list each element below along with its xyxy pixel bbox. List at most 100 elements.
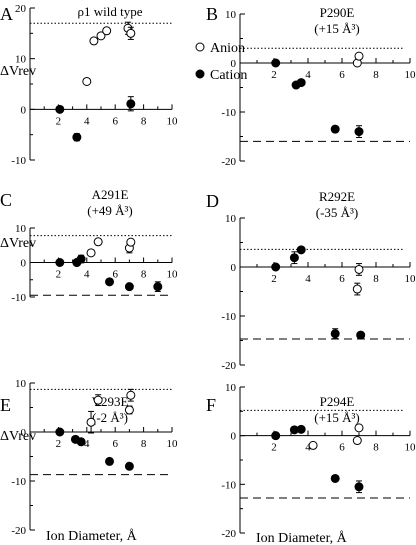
panel-b-cation-point [330,124,340,134]
panel-b-x-tick-label: 10 [405,69,416,81]
panel-e-cation-point [124,461,134,471]
panel-d-cation-point [271,262,281,272]
panel-e-subtitle: (-2 Å³) [92,410,128,425]
panel-b-x-tick-label: 6 [339,69,345,81]
panel-c-x-tick-label: 6 [112,269,118,281]
panel-f-x-tick-label: 4 [305,442,311,454]
panel-e-anion-point [93,395,103,405]
panel-d-y-tick-label: 0 [231,262,237,274]
panel-c-cation-point [76,254,86,264]
panel-a-anion-point [89,36,99,46]
panel-c-cation-point [55,258,65,267]
panel-a-x-tick-label: 4 [84,115,90,127]
panel-b-y-tick-label: 10 [225,9,237,21]
panel-a-x-tick-label: 10 [167,115,179,127]
panel-c-letter: C [0,190,12,210]
panel-a-letter: A [0,4,13,24]
panel-f-x-tick-label: 6 [339,442,345,454]
panel-d-subtitle: (-35 Å³) [316,205,359,220]
panel-c-anion-point [93,237,103,247]
panel-a-x-tick-label: 2 [56,115,62,127]
panel-f-y-tick-label: 0 [231,431,237,443]
panel-e-x-tick-label: 4 [84,438,90,450]
panel-d-cation-point [296,245,306,255]
panel-b-y-tick-label: -10 [221,107,236,119]
panel-f-x-tick-label: 10 [405,442,416,454]
x-axis-label-right: Ion Diameter, Å [256,530,348,545]
panel-b-cation-point [271,58,281,68]
panel-a-anion-point [126,28,136,38]
panel-f-anion-point [354,423,364,433]
panel-a-y-tick-label: -10 [11,155,26,167]
panel-a-x-tick-label: 6 [112,115,118,127]
panel-a-anion-point [82,76,92,86]
panel-d-letter: D [206,191,219,211]
panel-c-cation-point [153,282,163,292]
panel-d-cation-point [289,253,299,263]
panel-d-cation-point [356,330,366,340]
panel-e-y-tick-label: 10 [15,378,27,390]
y-axis-label-top: ΔVrev [0,64,36,79]
panel-f-anion-point [308,440,318,450]
panel-f-subtitle: (+15 Å³) [314,410,360,425]
panel-f-cation-point [330,473,340,483]
panel-e-anion-point [124,405,134,415]
panel-b-x-tick-label: 8 [373,69,379,81]
panel-d-anion-point [352,284,362,294]
panel-b-x-tick-label: 4 [305,69,311,81]
panel-a-title: ρ1 wild type [78,4,143,19]
panel-e-cation-point [105,456,115,466]
panel-d-title: R292E [319,189,355,204]
panel-d-x-tick-label: 2 [271,273,277,285]
legend-anion-label: Anion [210,41,245,56]
panel-f-letter: F [206,395,216,415]
panel-b-anion-point [354,51,364,61]
panel-d-x-tick-label: 8 [373,273,379,285]
panel-c-y-tick-label: 0 [21,258,27,270]
panel-f-cation-point [271,431,281,441]
panel-b-title: P290E [320,5,355,20]
panel-b-subtitle: (+15 Å³) [314,21,360,36]
panel-c-cation-point [124,282,134,292]
panel-d-y-tick-label: -20 [221,360,236,372]
panel-c-x-tick-label: 8 [141,269,147,281]
panel-f-cation-point [354,482,364,492]
panel-e-cation-point [76,437,86,447]
panel-f-x-tick-label: 8 [373,442,379,454]
panel-d-x-tick-label: 4 [305,273,311,285]
panel-f-y-tick-label: 10 [225,382,237,394]
panel-d-x-tick-label: 6 [339,273,345,285]
panel-a-anion-point [102,26,112,36]
panel-d-y-tick-label: -10 [221,311,236,323]
panel-f-y-tick-label: -10 [221,479,236,491]
panel-a-anion-point [96,31,106,41]
panel-e-anion-point [86,417,96,427]
panel-b-cation-point [296,78,306,88]
panel-c-x-tick-label: 4 [84,269,90,281]
panel-f-y-tick-label: -20 [221,528,236,540]
panel-b-y-tick-label: 0 [231,58,237,70]
y-axis-label-middle: ΔVrev [0,236,36,251]
panel-c-cation-point [105,277,115,287]
panel-a-y-tick-label: 10 [15,54,27,66]
panel-d-anion-point [354,264,364,274]
panel-c-y-tick-label: 10 [15,223,27,235]
panel-c-y-tick-label: -10 [11,292,26,304]
legend-anion-marker [195,42,205,52]
panel-f-anion-point [352,436,362,446]
panel-a-cation-point [126,99,136,109]
panel-a-y-tick-label: 20 [15,3,27,15]
panel-a-cation-point [72,132,82,142]
legend-cation-marker [195,69,205,79]
panel-e-anion-point [126,390,136,400]
panel-f-cation-point [296,424,306,434]
panel-e-y-tick-label: 0 [21,427,27,439]
panel-c-subtitle: (+49 Å³) [87,203,133,218]
panel-e-x-tick-label: 6 [112,438,118,450]
x-axis-label-left: Ion Diameter, Å [46,528,138,544]
panel-f-title: P294E [320,394,355,409]
panel-e-y-tick-label: -10 [11,476,26,488]
panel-b-x-tick-label: 2 [271,69,277,81]
panel-e-y-tick-label: -20 [11,525,26,537]
